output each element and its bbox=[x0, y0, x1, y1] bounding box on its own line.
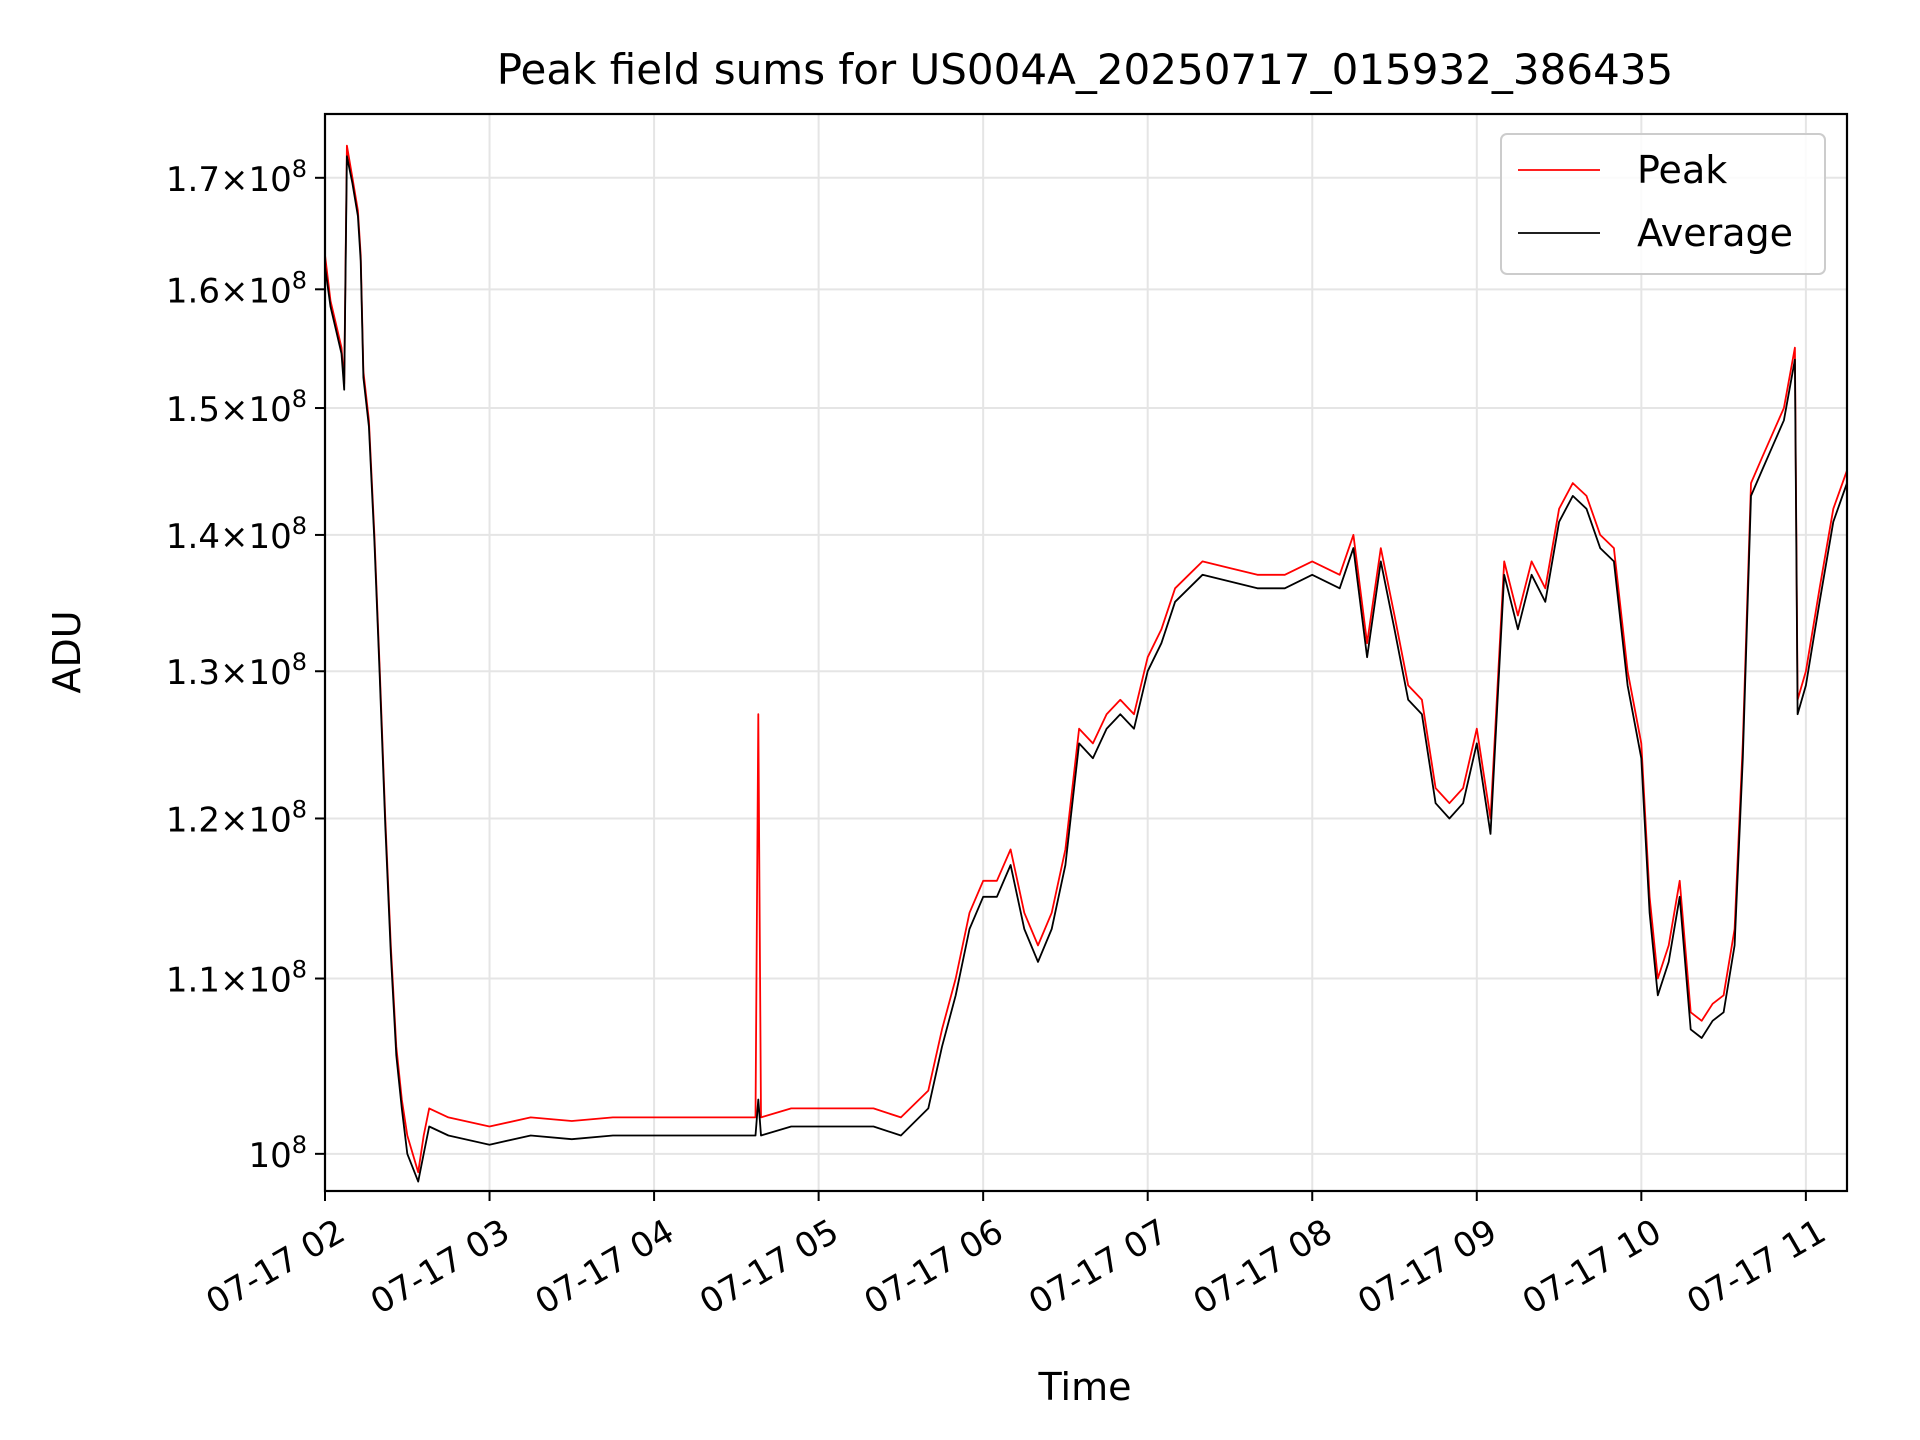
plot-frame bbox=[323, 112, 1849, 1193]
series-line-average bbox=[324, 155, 1848, 1183]
y-tick-exponent: 8 bbox=[292, 512, 307, 540]
y-tick-times: × bbox=[220, 271, 249, 311]
y-tick-mantissa: 1.5 bbox=[166, 390, 220, 430]
y-tick-label: 1.4×108 bbox=[166, 512, 307, 557]
legend-box bbox=[1500, 133, 1826, 275]
y-tick-base: 10 bbox=[248, 961, 291, 1001]
y-tick-exponent: 8 bbox=[292, 795, 307, 823]
y-tick-base: 10 bbox=[248, 160, 291, 200]
y-tick-times: × bbox=[220, 390, 249, 430]
y-tick-base: 10 bbox=[248, 800, 291, 840]
y-tick-exponent: 8 bbox=[292, 1131, 307, 1159]
legend-label-peak: Peak bbox=[1637, 148, 1727, 192]
y-tick-base: 10 bbox=[248, 271, 291, 311]
y-axis-label: ADU bbox=[45, 610, 89, 693]
y-tick-label: 1.1×108 bbox=[166, 956, 307, 1001]
y-tick-exponent: 8 bbox=[292, 266, 307, 294]
y-tick-times: × bbox=[220, 961, 249, 1001]
y-tick-label: 1.6×108 bbox=[166, 266, 307, 311]
y-tick-base: 10 bbox=[248, 653, 291, 693]
y-tick-base: 10 bbox=[248, 517, 291, 557]
y-tick-exponent: 8 bbox=[292, 956, 307, 984]
grid bbox=[324, 114, 1847, 1191]
series-layer bbox=[324, 144, 1848, 1183]
legend-label-average: Average bbox=[1637, 211, 1793, 255]
y-tick-base: 10 bbox=[248, 390, 291, 430]
y-tick-label: 1.2×108 bbox=[166, 795, 307, 840]
y-tick-base: 10 bbox=[248, 1136, 291, 1176]
y-tick-mantissa: 1.3 bbox=[166, 653, 220, 693]
y-tick-label: 1.7×108 bbox=[166, 155, 307, 200]
series-line-peak bbox=[324, 144, 1848, 1174]
legend: Peak Average bbox=[1500, 133, 1826, 275]
y-axis-ticks: 1081.1×1081.2×1081.3×1081.4×1081.5×1081.… bbox=[166, 155, 325, 1176]
y-tick-label: 1.3×108 bbox=[166, 648, 307, 693]
y-tick-label: 1.5×108 bbox=[166, 385, 307, 430]
y-tick-exponent: 8 bbox=[292, 648, 307, 676]
y-tick-mantissa: 1.7 bbox=[166, 160, 220, 200]
chart-title: Peak field sums for US004A_20250717_0159… bbox=[497, 45, 1674, 94]
y-tick-exponent: 8 bbox=[292, 385, 307, 413]
x-axis-label: Time bbox=[1038, 1365, 1132, 1409]
y-tick-label: 108 bbox=[248, 1131, 307, 1176]
y-tick-times: × bbox=[220, 653, 249, 693]
y-tick-mantissa: 1.6 bbox=[166, 271, 220, 311]
y-tick-mantissa: 1.1 bbox=[166, 961, 220, 1001]
y-tick-mantissa: 1.4 bbox=[166, 517, 220, 557]
y-tick-times: × bbox=[220, 800, 249, 840]
y-tick-times: × bbox=[220, 160, 249, 200]
y-tick-exponent: 8 bbox=[292, 155, 307, 183]
y-tick-mantissa: 1.2 bbox=[166, 800, 220, 840]
y-tick-times: × bbox=[220, 517, 249, 557]
